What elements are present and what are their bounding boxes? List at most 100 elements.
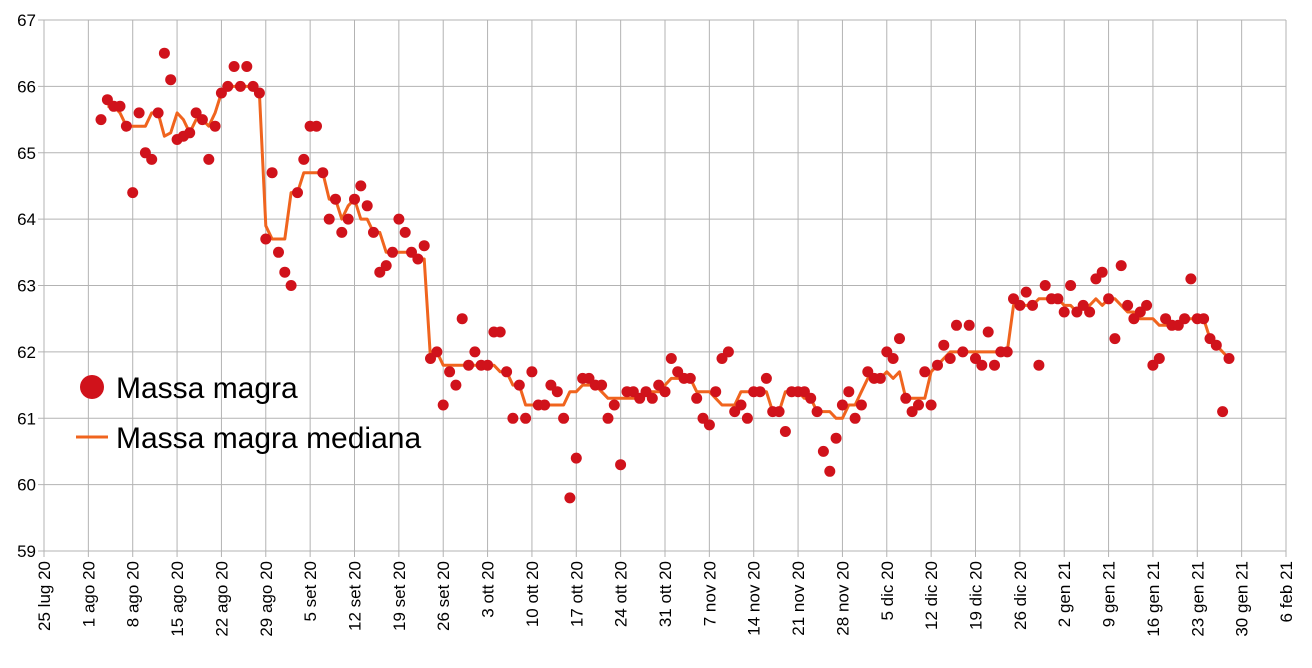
x-tick-label: 26 set 20 [434,561,453,631]
data-point [494,326,506,338]
data-point [1014,299,1026,311]
data-point [241,61,253,72]
data-point [976,359,988,371]
data-point [1027,299,1038,311]
x-tick-label: 15 ago 20 [168,561,187,637]
data-point [989,359,1000,371]
data-point [646,392,658,404]
data-point [393,213,405,225]
x-tick-label: 28 nov 20 [833,561,852,636]
x-tick-label: 16 gen 21 [1144,561,1163,637]
data-point [330,193,341,205]
x-tick-label: 2 gen 21 [1055,561,1074,627]
x-tick-label: 10 ott 20 [523,561,542,627]
data-point [602,412,614,424]
data-point [760,372,772,384]
data-point [463,359,475,371]
data-point [1179,313,1191,325]
x-tick-label: 29 ago 20 [257,561,276,637]
median-series [107,84,1231,420]
data-point [203,153,215,165]
y-tick-label: 62 [17,343,36,362]
y-axis: 59 60 61 62 63 64 65 66 67 [17,11,44,561]
data-point [855,399,867,411]
data-point [501,366,513,378]
data-point [564,492,576,504]
data-point [342,213,354,225]
data-point [1052,293,1064,305]
data-point [817,445,829,457]
data-point [260,233,272,245]
data-point [1210,339,1222,351]
x-tick-label: 7 nov 20 [700,561,719,626]
data-point [1153,353,1165,364]
data-point [874,372,886,384]
data-point [830,432,842,444]
data-point [298,153,310,165]
data-point [1039,280,1051,291]
data-point [944,353,956,364]
data-point [779,426,791,437]
data-point [355,180,367,192]
data-point [1115,260,1127,272]
data-point [1065,280,1077,291]
data-point [317,167,329,179]
data-point [431,346,443,358]
y-tick-label: 67 [17,11,36,30]
x-tick-label: 3 ott 20 [479,561,498,618]
data-point [1103,293,1115,305]
x-tick-label: 31 ott 20 [656,561,675,627]
x-tick-label: 5 dic 20 [878,561,897,621]
x-tick-label: 8 ago 20 [124,561,143,627]
data-point [710,386,722,398]
data-point [361,200,373,212]
data-point [982,326,994,338]
data-point [209,120,221,132]
legend-label-massa-magra: Massa magra [116,372,298,405]
data-point [380,260,392,272]
data-point [1185,273,1197,285]
data-point [456,313,468,325]
data-point [336,226,348,238]
data-point [412,253,424,265]
data-point [1096,266,1108,278]
data-point [894,333,905,345]
data-point [615,459,627,471]
legend-label-massa-magra-mediana: Massa magra mediana [116,422,421,455]
x-tick-label: 23 gen 21 [1188,561,1207,637]
data-point [539,399,551,411]
x-tick-label: 19 dic 20 [967,561,986,630]
x-tick-label: 14 nov 20 [745,561,764,636]
data-point [957,346,969,358]
y-tick-label: 59 [17,542,36,561]
data-point [596,379,608,391]
data-point [184,127,196,139]
x-tick-label: 25 lug 20 [35,561,54,631]
data-point [1084,306,1096,318]
data-point [349,193,360,205]
data-point [114,100,126,112]
data-point [1033,359,1045,371]
data-point [133,107,145,119]
data-point [513,379,525,391]
data-point [684,372,696,384]
data-point [399,226,411,238]
data-point [811,406,823,418]
data-point [805,392,817,404]
x-tick-label: 22 ago 20 [212,561,231,637]
data-point [120,120,132,132]
data-point [703,419,715,431]
data-point [292,187,303,199]
y-tick-label: 66 [17,77,36,96]
data-point [266,167,278,179]
data-point [279,266,291,278]
data-point [913,399,924,411]
data-point [228,61,240,72]
data-point [925,399,937,411]
x-tick-label: 21 nov 20 [789,561,808,636]
y-tick-label: 65 [17,144,36,163]
data-point [608,399,620,411]
data-point [152,107,164,119]
